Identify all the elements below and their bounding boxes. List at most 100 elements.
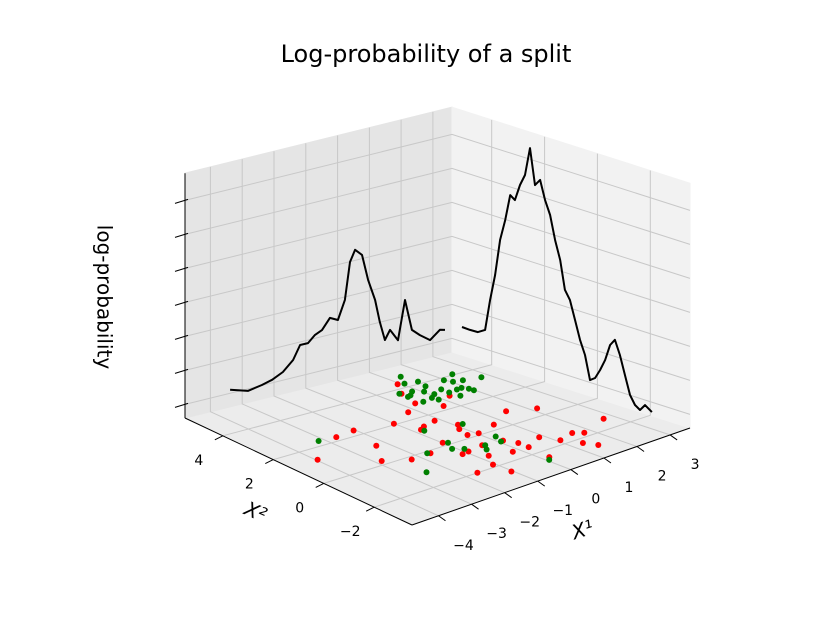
scatter-point (459, 421, 466, 427)
scatter-point (394, 381, 401, 388)
scatter-point (579, 440, 586, 446)
log-prob-line (230, 248, 446, 392)
scatter-point (450, 378, 456, 385)
scatter-point (445, 439, 451, 446)
scatter-point (557, 437, 564, 444)
scatter-point (453, 386, 460, 393)
x-tick-label: −1 (552, 503, 573, 519)
scatter-point (333, 434, 340, 441)
scatter-point (490, 421, 497, 428)
scatter-point (421, 388, 428, 395)
scatter-point (390, 420, 397, 427)
x-tick-mark (669, 434, 678, 441)
grid-line (305, 143, 538, 482)
scatter-point (474, 469, 481, 476)
grid-line (184, 337, 691, 415)
scatter-point (409, 388, 416, 395)
scatter-point (503, 408, 510, 415)
grid-line (400, 119, 638, 447)
grid-line (184, 269, 691, 347)
y-tick-label: 2 (245, 477, 254, 493)
scatter-point (405, 409, 412, 416)
grid-line (184, 167, 691, 245)
grid-line (184, 201, 691, 279)
scatter-point (569, 430, 576, 436)
scatter-point (412, 400, 419, 407)
scatter-point (440, 403, 447, 409)
y-tick-label: −2 (340, 524, 361, 540)
x-tick-label: −2 (519, 515, 540, 531)
grid-line (184, 235, 691, 313)
x-tick-label: 2 (658, 468, 667, 484)
scatter-point (435, 396, 442, 403)
scatter-point (431, 391, 438, 398)
scatter-point (470, 387, 477, 394)
scatter-point (534, 405, 541, 412)
scatter-point (422, 383, 429, 390)
scatter-point (424, 450, 431, 457)
y-tick-mark (265, 459, 274, 465)
scatter-point (536, 434, 543, 441)
scatter-point (420, 398, 427, 405)
grid-line (273, 136, 546, 461)
z-tick-mark (174, 402, 189, 408)
x-tick-label: −3 (486, 526, 507, 542)
z-axis-label: log-probability (93, 225, 117, 370)
y-tick-mark (365, 506, 375, 512)
scatter-point (446, 389, 453, 396)
scatter-point (449, 371, 456, 378)
scatter-point (408, 456, 415, 463)
log-prob-line (461, 147, 653, 413)
scatter-point (423, 469, 430, 476)
grid-line (337, 135, 572, 471)
grid-line (241, 159, 472, 505)
x-tick-mark (570, 469, 579, 475)
scatter-point (478, 374, 485, 381)
y-axis-line (184, 417, 413, 526)
scatter-point (431, 417, 438, 424)
scatter-point (440, 377, 447, 384)
scatter-point (449, 445, 456, 452)
scatter-point (508, 468, 515, 475)
axes: −4 −3 −2 −1 0 1 2 3 −2 0 2 4 (174, 173, 700, 554)
x-tick-mark (636, 446, 645, 452)
grid-line (432, 111, 671, 436)
grid-line (374, 170, 651, 508)
scatter-point (421, 427, 428, 434)
scatter-point (581, 429, 588, 436)
scatter-point (546, 456, 553, 463)
x-tick-label: 1 (624, 480, 633, 496)
z-tick-mark (174, 198, 189, 204)
scatter-point (458, 384, 465, 391)
grid-line (273, 151, 505, 494)
marks (230, 147, 653, 476)
scatter-point (314, 456, 321, 463)
scatter-point (459, 377, 466, 384)
grid-line (184, 133, 691, 211)
scatter-point (315, 438, 322, 444)
scatter-point (373, 442, 380, 449)
x-tick-mark (603, 457, 612, 464)
scatter-point (509, 448, 516, 455)
scatter-point (492, 433, 499, 440)
scatter-point (397, 373, 404, 380)
scatter-point (439, 439, 446, 446)
grid-line (222, 119, 493, 437)
scatter-point (461, 445, 468, 452)
y-tick-mark (214, 435, 224, 441)
x-tick-label: 0 (591, 492, 600, 508)
grid-line (209, 166, 439, 517)
x-tick-label: −4 (453, 538, 474, 554)
x-tick-mark (438, 515, 446, 522)
scatter-point (515, 440, 522, 446)
y-tick-label: 0 (295, 500, 304, 516)
scatter-point (464, 432, 471, 438)
scatter-point (415, 378, 421, 385)
z-tick-mark (174, 232, 189, 238)
scatter-point (525, 444, 532, 451)
scatter-point (600, 415, 607, 422)
z-tick-mark (174, 300, 189, 306)
grid-line (184, 303, 691, 381)
